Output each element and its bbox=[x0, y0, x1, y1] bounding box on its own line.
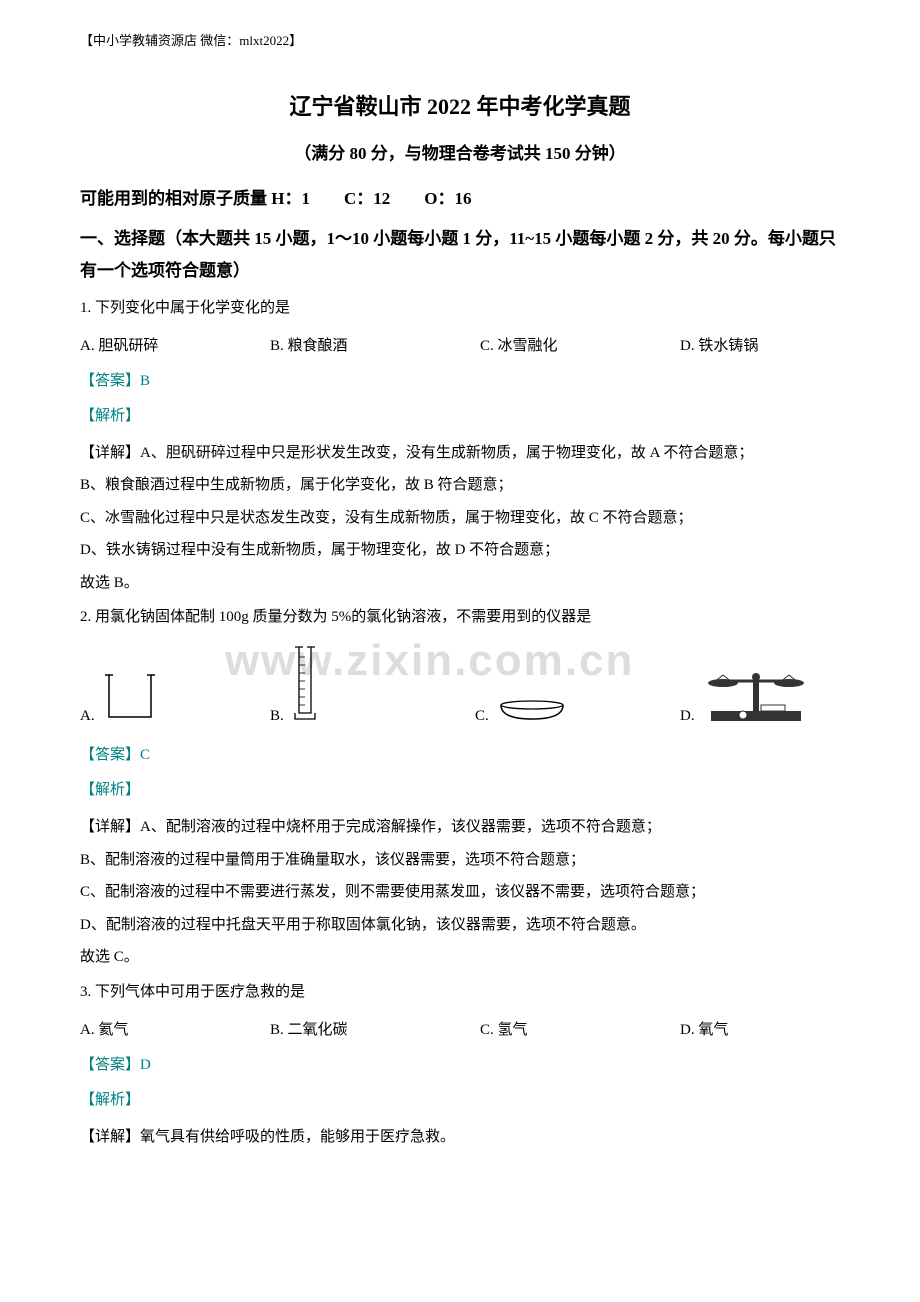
q2-detail-a: 【详解】A、配制溶液的过程中烧杯用于完成溶解操作，该仪器需要，选项不符合题意； bbox=[80, 813, 840, 842]
q2-stem: 2. 用氯化钠固体配制 100g 质量分数为 5%的氯化钠溶液，不需要用到的仪器… bbox=[80, 605, 840, 629]
q1-detail-a-text: A、胆矾研碎过程中只是形状发生改变，没有生成新物质，属于物理变化，故 A 不符合… bbox=[140, 445, 753, 461]
q2-detail-b: B、配制溶液的过程中量筒用于准确量取水，该仪器需要，选项不符合题意； bbox=[80, 846, 840, 875]
q2-option-a-label: A. bbox=[80, 708, 95, 725]
q3-option-b: B. 二氧化碳 bbox=[270, 1018, 480, 1039]
detail-label: 【详解】 bbox=[80, 445, 140, 461]
header-note: 【中小学教辅资源店 微信：mlxt2022】 bbox=[80, 30, 840, 49]
q1-answer: 【答案】B bbox=[80, 369, 840, 390]
q2-option-c-label: C. bbox=[475, 708, 489, 725]
answer-label: 【答案】 bbox=[80, 747, 140, 763]
q3-stem: 3. 下列气体中可用于医疗急救的是 bbox=[80, 980, 840, 1004]
detail-label: 【详解】 bbox=[80, 819, 140, 835]
q1-options: A. 胆矾研碎 B. 粮食酿酒 C. 冰雪融化 D. 铁水铸锅 bbox=[80, 334, 840, 355]
q1-detail-a: 【详解】A、胆矾研碎过程中只是形状发生改变，没有生成新物质，属于物理变化，故 A… bbox=[80, 439, 840, 468]
beaker-icon bbox=[101, 667, 159, 725]
balance-scale-icon bbox=[701, 665, 811, 725]
q1-detail-d: D、铁水铸锅过程中没有生成新物质，属于物理变化，故 D 不符合题意； bbox=[80, 536, 840, 565]
q3-options: A. 氦气 B. 二氧化碳 C. 氢气 D. 氧气 bbox=[80, 1018, 840, 1039]
q1-option-b: B. 粮食酿酒 bbox=[270, 334, 480, 355]
q3-detail: 【详解】氧气具有供给呼吸的性质，能够用于医疗急救。 bbox=[80, 1123, 840, 1152]
q1-conclusion: 故选 B。 bbox=[80, 569, 840, 598]
q3-option-d: D. 氧气 bbox=[680, 1018, 840, 1039]
q1-answer-value: B bbox=[140, 373, 150, 389]
atomic-mass: 可能用到的相对原子质量 H：1 C：12 O：16 bbox=[80, 184, 840, 209]
q3-option-c: C. 氢气 bbox=[480, 1018, 680, 1039]
document-title: 辽宁省鞍山市 2022 年中考化学真题 bbox=[80, 89, 840, 121]
q2-answer-value: C bbox=[140, 747, 150, 763]
q2-options: A. B. C. bbox=[80, 643, 840, 725]
evaporating-dish-icon bbox=[495, 697, 569, 725]
q2-conclusion: 故选 C。 bbox=[80, 943, 840, 972]
graduated-cylinder-icon bbox=[290, 643, 320, 725]
q3-option-a: A. 氦气 bbox=[80, 1018, 270, 1039]
q2-option-d: D. bbox=[680, 665, 840, 725]
q3-answer-value: D bbox=[140, 1057, 151, 1073]
document-subtitle: （满分 80 分，与物理合卷考试共 150 分钟） bbox=[80, 139, 840, 164]
q1-detail-c: C、冰雪融化过程中只是状态发生改变，没有生成新物质，属于物理变化，故 C 不符合… bbox=[80, 504, 840, 533]
q2-answer: 【答案】C bbox=[80, 743, 840, 764]
q2-analysis: 【解析】 bbox=[80, 778, 840, 799]
q3-analysis: 【解析】 bbox=[80, 1088, 840, 1109]
q2-option-c: C. bbox=[475, 697, 680, 725]
q1-stem: 1. 下列变化中属于化学变化的是 bbox=[80, 296, 840, 320]
q2-option-b: B. bbox=[270, 643, 475, 725]
q1-option-a: A. 胆矾研碎 bbox=[80, 334, 270, 355]
section-heading: 一、选择题（本大题共 15 小题，1～10 小题每小题 1 分，11~15 小题… bbox=[80, 223, 840, 288]
q2-option-a: A. bbox=[80, 667, 270, 725]
q2-detail-d: D、配制溶液的过程中托盘天平用于称取固体氯化钠，该仪器需要，选项不符合题意。 bbox=[80, 911, 840, 940]
q2-option-d-label: D. bbox=[680, 708, 695, 725]
q3-answer: 【答案】D bbox=[80, 1053, 840, 1074]
answer-label: 【答案】 bbox=[80, 1057, 140, 1073]
q2-detail-a-text: A、配制溶液的过程中烧杯用于完成溶解操作，该仪器需要，选项不符合题意； bbox=[140, 819, 661, 835]
q1-option-d: D. 铁水铸锅 bbox=[680, 334, 840, 355]
q2-detail-c: C、配制溶液的过程中不需要进行蒸发，则不需要使用蒸发皿，该仪器不需要，选项符合题… bbox=[80, 878, 840, 907]
answer-label: 【答案】 bbox=[80, 373, 140, 389]
detail-label: 【详解】 bbox=[80, 1129, 140, 1145]
q1-detail-b: B、粮食酿酒过程中生成新物质，属于化学变化，故 B 符合题意； bbox=[80, 471, 840, 500]
q1-option-c: C. 冰雪融化 bbox=[480, 334, 680, 355]
q1-analysis: 【解析】 bbox=[80, 404, 840, 425]
q3-detail-text: 氧气具有供给呼吸的性质，能够用于医疗急救。 bbox=[140, 1129, 455, 1145]
q2-option-b-label: B. bbox=[270, 708, 284, 725]
